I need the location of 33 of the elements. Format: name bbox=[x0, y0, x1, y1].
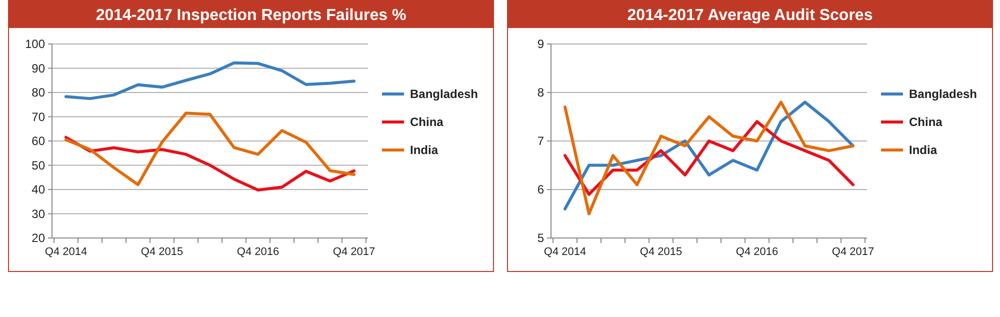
y-tick-label: 80 bbox=[32, 86, 46, 100]
legend-label: India bbox=[410, 143, 438, 158]
y-tick-label: 50 bbox=[32, 158, 46, 172]
x-tick-label: Q4 2017 bbox=[332, 246, 376, 258]
y-tick-label: 90 bbox=[32, 61, 46, 76]
line-series bbox=[564, 120, 854, 196]
y-tick-label: 20 bbox=[32, 231, 46, 246]
legend-label: India bbox=[909, 143, 938, 158]
legend-label: China bbox=[909, 115, 943, 130]
chart-title: 2014-2017 Average Audit Scores bbox=[627, 7, 873, 24]
x-tick-label: Q4 2016 bbox=[736, 246, 778, 258]
x-tick-label: Q4 2015 bbox=[640, 246, 682, 258]
legend-label: China bbox=[410, 115, 444, 130]
x-tick-label: Q4 2015 bbox=[140, 246, 184, 258]
x-tick-label: Q4 2017 bbox=[832, 246, 874, 258]
y-tick-label: 30 bbox=[32, 206, 46, 221]
y-tick-label: 6 bbox=[537, 182, 544, 197]
x-tick-label: Q4 2016 bbox=[236, 246, 280, 258]
y-tick-label: 70 bbox=[32, 110, 46, 124]
legend-label: Bangladesh bbox=[909, 87, 978, 102]
y-tick-label: 100 bbox=[24, 37, 46, 52]
y-tick-label: 40 bbox=[32, 182, 46, 197]
y-tick-label: 60 bbox=[32, 134, 46, 148]
line-series bbox=[64, 112, 356, 186]
chart-title: 2014-2017 Inspection Reports Failures % bbox=[96, 7, 406, 24]
y-tick-label: 8 bbox=[537, 86, 544, 100]
y-tick-label: 7 bbox=[537, 134, 544, 148]
x-tick-label: Q4 2014 bbox=[544, 246, 586, 258]
y-tick-label: 5 bbox=[537, 231, 544, 246]
legend-label: Bangladesh bbox=[410, 87, 478, 102]
line-series bbox=[64, 61, 356, 100]
x-tick-label: Q4 2014 bbox=[44, 246, 88, 258]
y-tick-label: 9 bbox=[537, 37, 544, 52]
